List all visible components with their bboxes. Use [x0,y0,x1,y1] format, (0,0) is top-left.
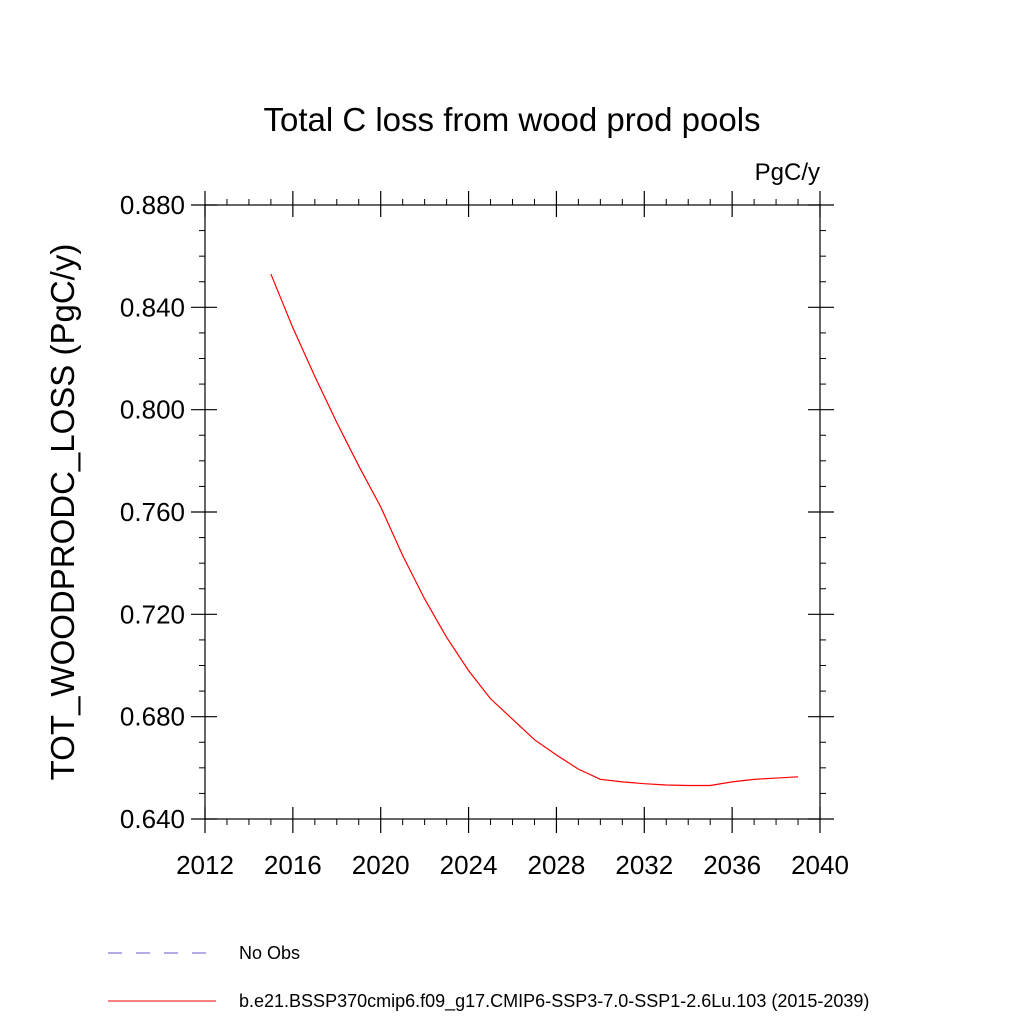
y-tick-label: 0.800 [120,395,185,425]
x-tick-label: 2032 [615,850,673,880]
chart-title: Total C loss from wood prod pools [263,101,760,138]
x-tick-label: 2020 [352,850,410,880]
x-tick-label: 2024 [440,850,498,880]
minor-ticks [199,199,826,825]
y-axis-label: TOT_WOODPRODC_LOSS (PgC/y) [44,244,81,781]
x-tick-label: 2040 [791,850,849,880]
series-layer [270,273,799,787]
major-ticks [191,191,834,833]
legend: No Obs b.e21.BSSP370cmip6.f09_g17.CMIP6-… [108,943,869,1012]
y-tick-label: 0.760 [120,497,185,527]
legend-label-series: b.e21.BSSP370cmip6.f09_g17.CMIP6-SSP3-7.… [239,991,869,1012]
y-tick-labels: 0.640 0.680 0.720 0.760 0.800 0.840 0.880 [120,190,185,834]
y-tick-label: 0.840 [120,292,185,322]
x-tick-label: 2012 [176,850,234,880]
x-tick-label: 2016 [264,850,322,880]
units-label: PgC/y [755,159,820,186]
y-tick-label: 0.720 [120,599,185,629]
legend-label-no-obs: No Obs [239,943,300,963]
series-line [270,273,799,787]
y-tick-label: 0.680 [120,702,185,732]
y-tick-label: 0.640 [120,804,185,834]
plot-frame [204,204,821,820]
x-tick-label: 2028 [528,850,586,880]
y-tick-label: 0.880 [120,190,185,220]
x-tick-labels: 2012 2016 2020 2024 2028 2032 2036 2040 [176,850,849,880]
x-tick-label: 2036 [703,850,761,880]
